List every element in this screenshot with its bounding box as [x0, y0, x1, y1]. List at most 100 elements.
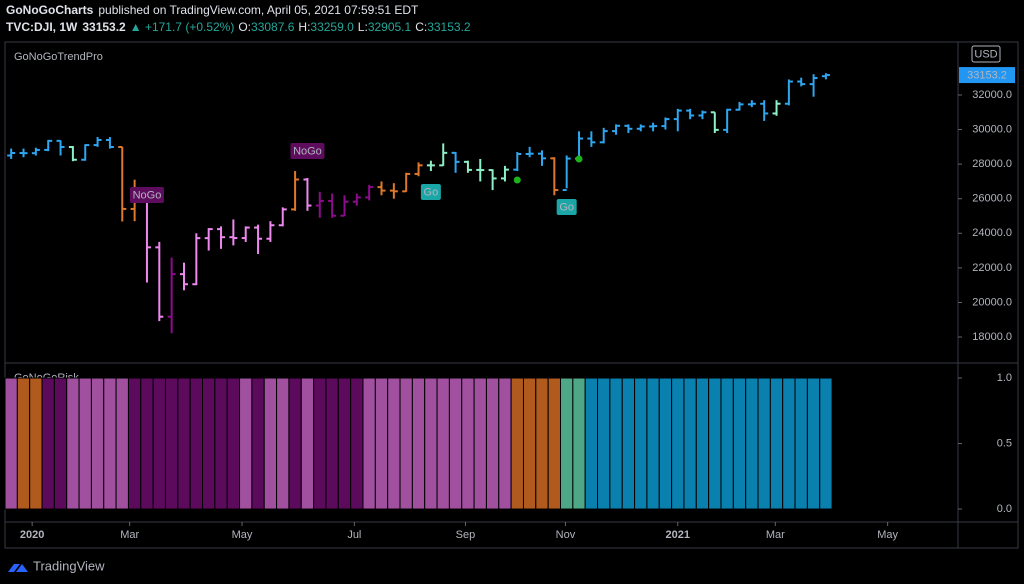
risk-bar [214, 377, 228, 510]
risk-bar [584, 377, 599, 510]
risk-bar [819, 377, 833, 510]
risk-bar [313, 377, 327, 510]
published: published on TradingView.com, April 05, … [98, 3, 419, 17]
risk-bar [362, 377, 376, 510]
x-tick-label: 2020 [20, 529, 44, 541]
risk-bar [473, 377, 487, 510]
risk-bar [288, 377, 302, 510]
signal-dot [513, 176, 521, 184]
x-tick-label: Mar [766, 529, 785, 541]
risk-bar [202, 377, 216, 510]
y-tick-label: 0.0 [997, 503, 1012, 515]
symbol: TVC:DJI, 1W [6, 20, 78, 34]
risk-bar [127, 377, 142, 510]
risk-bar [671, 377, 685, 510]
risk-bar [572, 377, 586, 510]
risk-bar [436, 377, 450, 510]
brand-name: TradingView [33, 558, 105, 573]
risk-bar [226, 377, 241, 510]
risk-bar [263, 377, 278, 510]
risk-bar [164, 377, 179, 510]
risk-bar [769, 377, 784, 510]
y-tick-label: 28000.0 [972, 158, 1012, 170]
risk-bar [597, 377, 611, 510]
y-tick-label: 22000.0 [972, 262, 1012, 274]
risk-bar [794, 377, 808, 510]
risk-bar [695, 377, 710, 510]
risk-bar [609, 377, 623, 510]
annotation-box [420, 183, 441, 200]
risk-bar [103, 377, 117, 510]
y-tick-label: 0.5 [997, 437, 1012, 449]
risk-bar [411, 377, 426, 510]
risk-bar [720, 377, 734, 510]
risk-bar [535, 377, 549, 510]
y-tick-label: 24000.0 [972, 227, 1012, 239]
annotation-text: NoGo [133, 189, 162, 201]
x-tick-label: May [232, 529, 253, 541]
x-tick-label: Jul [347, 529, 361, 541]
risk-bar [140, 377, 154, 510]
risk-bar [745, 377, 759, 510]
risk-bar [683, 377, 697, 510]
risk-bar [510, 377, 524, 510]
y-tick-label: 26000.0 [972, 193, 1012, 205]
y-tick-label: 18000.0 [972, 331, 1012, 343]
y-tick-label: 20000.0 [972, 296, 1012, 308]
risk-bar [177, 377, 191, 510]
risk-bar [560, 377, 574, 510]
risk-bar [782, 377, 796, 510]
risk-bar [66, 377, 80, 510]
risk-bar [757, 377, 771, 510]
risk-bar [300, 377, 315, 510]
risk-bar [634, 377, 648, 510]
currency: USD [974, 48, 997, 60]
x-tick-label: May [877, 529, 898, 541]
risk-bar [732, 377, 747, 510]
last-price-label: 33153.2 [967, 69, 1007, 81]
risk-bar [337, 377, 352, 510]
ohlc-value: 32905.1 [368, 20, 412, 34]
ohlc-label: H: [298, 20, 310, 34]
x-tick-label: Sep [456, 529, 476, 541]
risk-bar [41, 377, 55, 510]
risk-bar [152, 377, 166, 510]
frame [4, 41, 1019, 549]
risk-bar [621, 377, 636, 510]
risk-bar [806, 377, 821, 510]
risk-bar [325, 377, 339, 510]
price: 33153.2 [82, 20, 126, 34]
brand-logo [8, 564, 28, 572]
risk-bar [399, 377, 413, 510]
risk-bar [646, 377, 660, 510]
risk-bar [448, 377, 463, 510]
risk-bar [708, 377, 722, 510]
risk-bar [16, 377, 31, 510]
risk-bar [522, 377, 537, 510]
last-price-box [959, 67, 1015, 84]
risk-bar [4, 377, 18, 510]
risk-bar [29, 377, 43, 510]
x-tick-label: Mar [120, 529, 139, 541]
risk-bar [547, 377, 562, 510]
risk-bar [276, 377, 290, 510]
risk-bar [350, 377, 364, 510]
ohlc-value: 33153.2 [427, 20, 471, 34]
y-tick-label: 1.0 [997, 372, 1012, 384]
risk-bar [115, 377, 129, 510]
series-label: GoNoGoTrendPro [14, 51, 103, 63]
risk-bar [387, 377, 401, 510]
annotation-box [290, 143, 325, 160]
risk-bar [374, 377, 389, 510]
risk-bar [90, 377, 105, 510]
brand: TradingView [8, 558, 105, 573]
risk-bar [78, 377, 92, 510]
annotation-text: NoGo [293, 145, 322, 157]
ohlc-label: O: [238, 20, 251, 34]
header-line-1: GoNoGoCharts published on TradingView.com… [6, 3, 419, 17]
risk-bar [498, 377, 512, 510]
x-tick-label: 2021 [666, 529, 690, 541]
risk-bar [189, 377, 204, 510]
change: ▲ +171.7 (+0.52%) [130, 20, 235, 34]
